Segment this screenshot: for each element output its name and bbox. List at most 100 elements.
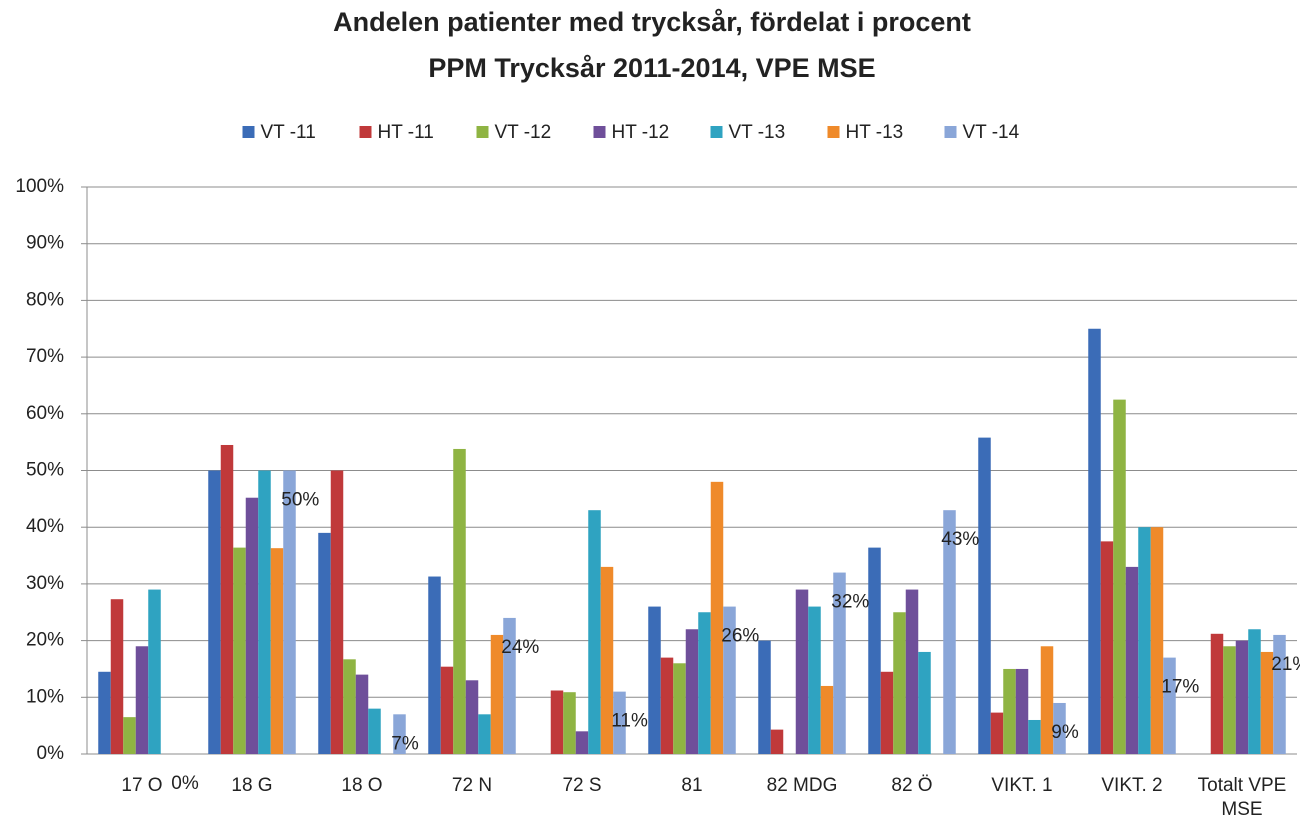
legend-swatch [242, 126, 255, 138]
bar [1273, 634, 1286, 754]
data-label: 43% [941, 529, 979, 550]
x-tick-label: 82 MDG [766, 775, 838, 796]
bar [648, 606, 661, 754]
bar [1138, 527, 1151, 754]
x-tick-label: 82 Ö [891, 775, 933, 796]
bar [1125, 566, 1139, 754]
legend-swatch [476, 126, 489, 138]
bar [148, 589, 161, 754]
legend-swatch [944, 126, 957, 138]
bar [893, 612, 906, 754]
y-tick-label: 100% [15, 176, 64, 197]
bar [1150, 527, 1164, 754]
bar [660, 657, 674, 754]
x-tick-label: Totalt VPE MSE [1197, 775, 1287, 820]
x-tick-label: VIKT. 1 [991, 775, 1053, 796]
bar [833, 572, 846, 754]
legend-label: VT -12 [495, 122, 552, 143]
data-label: 0% [171, 773, 199, 794]
bar [550, 690, 564, 754]
legend-label: VT -14 [963, 122, 1020, 143]
bar [343, 659, 356, 754]
bar [453, 448, 466, 754]
bar [1053, 702, 1066, 754]
bar [465, 680, 479, 754]
bar [123, 717, 136, 754]
bar [368, 708, 381, 754]
x-tick-label: 72 N [451, 775, 493, 796]
bar [393, 714, 406, 754]
data-label: 26% [721, 626, 759, 647]
bar [1113, 399, 1126, 754]
bar [245, 497, 259, 754]
bar [283, 470, 296, 754]
bar [588, 510, 601, 754]
bar [220, 444, 234, 754]
legend-label: VT -11 [261, 122, 316, 143]
bar [490, 634, 504, 754]
bar [1260, 651, 1274, 754]
bar [905, 589, 919, 754]
legend-swatch [827, 126, 840, 138]
data-label: 11% [611, 711, 648, 732]
x-tick-label: 72 S [562, 775, 602, 796]
bar [600, 566, 614, 754]
bar [1088, 328, 1101, 754]
bar [613, 691, 626, 754]
bar [758, 640, 771, 754]
y-tick-label: 0% [37, 743, 65, 764]
y-tick-label: 40% [26, 516, 64, 537]
bar [978, 437, 991, 754]
bar [1235, 640, 1249, 754]
bar [918, 651, 931, 754]
bar [503, 617, 516, 754]
y-tick-label: 20% [26, 630, 64, 651]
bar [478, 714, 491, 754]
x-tick-label: 18 O [341, 775, 383, 796]
data-label: 9% [1051, 722, 1079, 743]
x-tick-label: 17 O [121, 775, 163, 796]
bar [990, 712, 1004, 754]
legend-label: HT -11 [378, 122, 434, 143]
bar [270, 548, 284, 754]
legend-swatch [593, 126, 606, 138]
bar [98, 671, 111, 754]
bar [710, 481, 724, 754]
bar [698, 612, 711, 754]
data-label: 32% [831, 592, 869, 613]
bar [770, 729, 784, 754]
bar [208, 470, 221, 754]
bar [1163, 657, 1176, 754]
bar [1040, 646, 1054, 754]
bar [318, 532, 331, 754]
legend-label: HT -13 [846, 122, 904, 143]
bar [135, 646, 149, 754]
y-tick-label: 50% [26, 460, 64, 481]
legend-label: HT -12 [612, 122, 670, 143]
y-tick-label: 90% [26, 233, 64, 254]
x-tick-label: 18 G [231, 775, 273, 796]
bar [880, 671, 894, 754]
bar [110, 599, 124, 754]
bar [685, 629, 699, 754]
bar [1248, 629, 1261, 754]
bar [943, 510, 956, 754]
legend-label: VT -13 [729, 122, 786, 143]
y-tick-label: 70% [26, 346, 64, 367]
bar [868, 547, 881, 754]
bar [1028, 719, 1041, 754]
bar [563, 692, 576, 754]
bar [673, 663, 686, 754]
bar [355, 674, 369, 754]
bar [1100, 541, 1114, 754]
bar [428, 576, 441, 754]
data-label: 17% [1161, 677, 1199, 698]
bar [233, 547, 246, 754]
bar [1015, 668, 1029, 754]
chart-subtitle: PPM Trycksår 2011-2014, VPE MSE [428, 53, 875, 83]
bar [258, 470, 271, 754]
y-tick-label: 10% [26, 686, 64, 707]
x-tick-label: 81 [681, 775, 703, 796]
